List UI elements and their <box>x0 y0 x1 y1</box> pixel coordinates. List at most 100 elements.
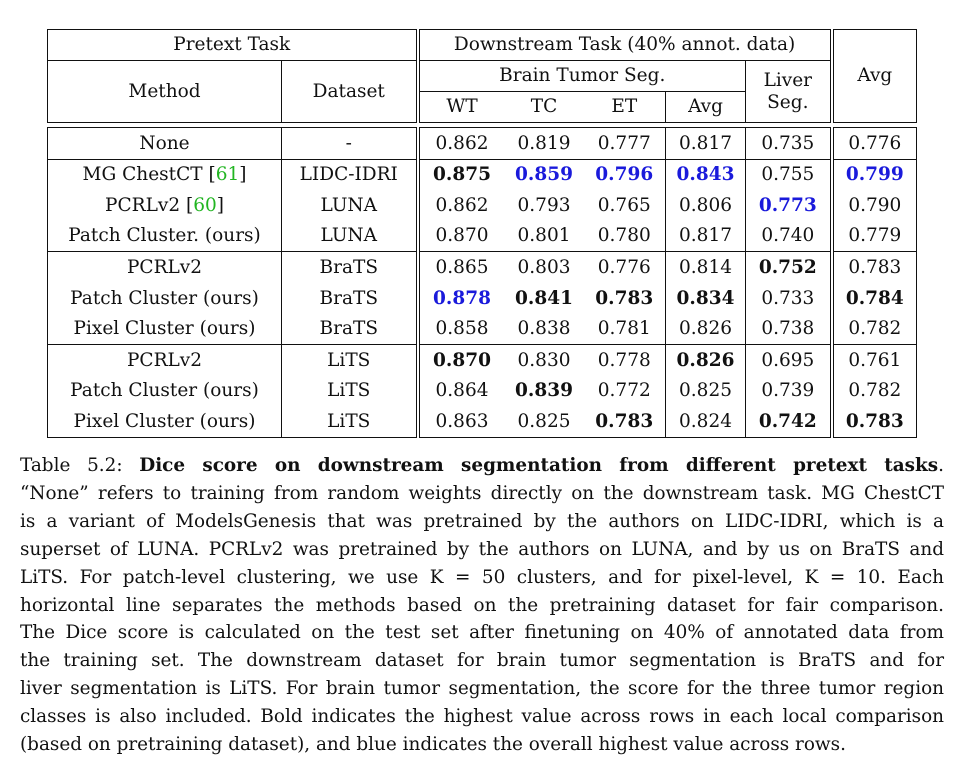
method-cell: PCRLv2 [60] <box>47 190 282 221</box>
dataset-cell: LiTS <box>281 375 420 407</box>
tc-cell: 0.841 <box>515 287 573 309</box>
method-cell: MG ChestCT [61] <box>47 158 282 191</box>
dataset-cell: LiTS <box>281 406 420 438</box>
tc-cell: 0.819 <box>504 127 584 160</box>
et-cell: 0.783 <box>595 287 654 309</box>
table-row: Patch Cluster (ours) LiTS 0.864 0.839 0.… <box>47 375 918 407</box>
tc-cell: 0.803 <box>504 251 584 283</box>
table-row: PCRLv2 LiTS 0.870 0.830 0.778 0.826 0.69… <box>47 344 918 376</box>
table-row: Pixel Cluster (ours) BraTS 0.858 0.838 0… <box>47 313 918 345</box>
tc-cell: 0.830 <box>504 344 584 376</box>
method-cell: Patch Cluster (ours) <box>47 375 282 407</box>
dataset-cell: LiTS <box>281 344 420 376</box>
header-dataset: Dataset <box>281 60 420 123</box>
brain-avg-cell: 0.824 <box>665 406 747 438</box>
avg-cell: 0.782 <box>831 313 918 345</box>
dataset-cell: BraTS <box>281 282 420 314</box>
header-brain-tumor-seg: Brain Tumor Seg. <box>417 60 747 92</box>
liver-cell: 0.740 <box>745 220 834 252</box>
caption-line: horizontal line separates the methods ba… <box>20 594 944 616</box>
brain-avg-cell: 0.817 <box>665 127 747 160</box>
dataset-cell: BraTS <box>281 251 420 283</box>
brain-avg-cell: 0.826 <box>665 344 747 376</box>
wt-cell: 0.864 <box>435 380 489 402</box>
avg-cell: 0.782 <box>831 375 918 407</box>
header-tc: TC <box>504 91 584 123</box>
brain-avg-cell: 0.817 <box>665 220 747 252</box>
header-brain-avg: Avg <box>665 91 747 123</box>
caption-line: is a variant of ModelsGenesis that was p… <box>20 510 944 532</box>
avg-cell: 0.783 <box>831 251 918 283</box>
caption-line: superset of LUNA. PCRLv2 was pretrained … <box>20 538 944 560</box>
avg-cell: 0.790 <box>831 190 918 221</box>
et-cell: 0.778 <box>583 344 666 376</box>
tc-cell: 0.859 <box>504 158 584 191</box>
brain-avg-cell: 0.826 <box>665 313 747 345</box>
header-liver-seg: Liver Seg. <box>745 60 834 123</box>
caption-line: the training set. The downstream dataset… <box>20 650 944 672</box>
caption-line: liver segmentation is LiTS. For brain tu… <box>20 678 944 700</box>
caption-line: LiTS. For patch-level clustering, we use… <box>20 566 944 588</box>
results-table: Pretext Task Downstream Task (40% annot.… <box>46 29 918 438</box>
brain-avg-cell: 0.834 <box>665 282 747 314</box>
dataset-cell: LIDC-IDRI <box>281 158 420 191</box>
et-cell: 0.772 <box>597 380 651 402</box>
results-table-container: Pretext Task Downstream Task (40% annot.… <box>46 29 918 438</box>
wt-cell: 0.878 <box>433 287 491 309</box>
avg-cell: 0.776 <box>831 127 918 160</box>
liver-cell: 0.752 <box>745 251 834 283</box>
avg-cell: 0.783 <box>831 406 918 438</box>
tc-cell: 0.801 <box>517 225 571 247</box>
wt-cell: 0.865 <box>417 251 505 283</box>
method-cell: Pixel Cluster (ours) <box>47 406 282 438</box>
brain-avg-cell: 0.806 <box>665 190 747 221</box>
liver-cell: 0.733 <box>745 282 834 314</box>
header-downstream-task: Downstream Task (40% annot. data) <box>417 29 834 61</box>
liver-cell: 0.738 <box>745 313 834 345</box>
liver-cell: 0.742 <box>745 406 834 438</box>
tc-cell: 0.838 <box>517 318 571 340</box>
header-liver-seg-line1: Liver <box>763 70 813 92</box>
wt-cell: 0.858 <box>435 318 489 340</box>
dataset-cell: LUNA <box>281 190 420 221</box>
table-row: Pixel Cluster (ours) LiTS 0.863 0.825 0.… <box>47 406 918 438</box>
avg-cell: 0.779 <box>831 220 918 252</box>
et-cell: 0.765 <box>597 194 651 216</box>
method-cell: PCRLv2 <box>47 251 282 283</box>
et-cell: 0.781 <box>597 318 651 340</box>
liver-cell: 0.755 <box>745 158 834 191</box>
method-cell: PCRLv2 <box>47 344 282 376</box>
tc-cell: 0.825 <box>504 406 584 438</box>
tc-cell: 0.793 <box>517 194 571 216</box>
header-avg: Avg <box>831 29 918 123</box>
liver-cell: 0.695 <box>745 344 834 376</box>
wt-cell: 0.862 <box>435 194 489 216</box>
table-row: PCRLv2 [60] LUNA 0.862 0.793 0.765 0.806… <box>47 190 918 221</box>
brain-avg-cell: 0.814 <box>665 251 747 283</box>
tc-cell: 0.839 <box>515 380 573 402</box>
table-row: Patch Cluster (ours) BraTS 0.878 0.841 0… <box>47 282 918 314</box>
header-wt: WT <box>417 91 505 123</box>
header-method: Method <box>47 60 282 123</box>
method-cell: Pixel Cluster (ours) <box>47 313 282 345</box>
caption-line: (based on pretraining dataset), and blue… <box>20 734 846 756</box>
et-cell: 0.780 <box>597 225 651 247</box>
header-liver-seg-line2: Seg. <box>767 91 809 113</box>
wt-cell: 0.862 <box>417 127 505 160</box>
liver-cell: 0.739 <box>745 375 834 407</box>
caption-title: Dice score on downstream segmentation fr… <box>139 455 939 476</box>
brain-avg-cell: 0.825 <box>665 375 747 407</box>
table-row: Patch Cluster. (ours) LUNA 0.870 0.801 0… <box>47 220 918 252</box>
avg-cell: 0.799 <box>831 158 918 191</box>
avg-cell: 0.784 <box>831 282 918 314</box>
table-row: PCRLv2 BraTS 0.865 0.803 0.776 0.814 0.7… <box>47 251 918 283</box>
caption-line: The Dice score is calculated on the test… <box>20 622 944 644</box>
citation-link[interactable]: 61 <box>215 164 240 186</box>
method-cell: Patch Cluster. (ours) <box>47 220 282 252</box>
table-caption: Table 5.2: Dice score on downstream segm… <box>20 452 944 759</box>
citation-link[interactable]: 60 <box>193 194 217 216</box>
et-cell: 0.783 <box>583 406 666 438</box>
et-cell: 0.777 <box>583 127 666 160</box>
liver-cell: 0.773 <box>745 190 834 221</box>
et-cell: 0.776 <box>583 251 666 283</box>
